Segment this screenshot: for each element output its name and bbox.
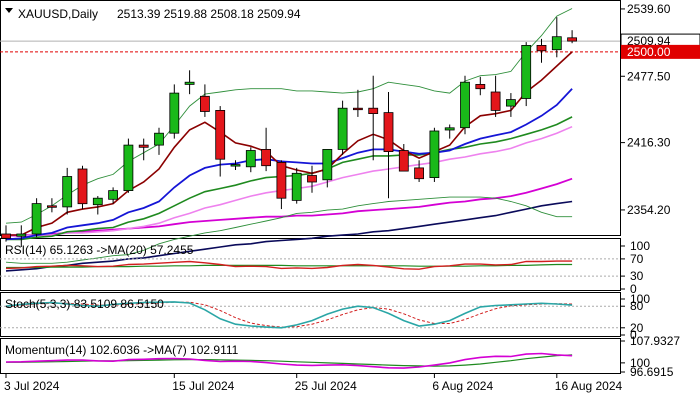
candle-body xyxy=(521,45,532,99)
candle-body xyxy=(62,176,73,208)
price-tick-label: 2539.60 xyxy=(627,2,671,16)
candle-body xyxy=(475,84,486,90)
candle-body xyxy=(536,45,547,52)
candle-body xyxy=(398,150,409,172)
candle-body xyxy=(291,172,302,201)
candle-body xyxy=(276,161,287,199)
candle-body xyxy=(383,112,394,152)
candle-body xyxy=(505,99,516,107)
candle-body xyxy=(108,190,118,200)
light-violet-ma-line xyxy=(6,125,573,237)
price-tick-label: 2477.50 xyxy=(627,69,671,83)
candle-body xyxy=(414,167,425,180)
indicator-tick-label: 30 xyxy=(630,269,644,283)
date-tick-label: 6 Aug 2024 xyxy=(432,379,493,393)
date-tick-label: 3 Jul 2024 xyxy=(4,379,60,393)
indicator-tick-label: 100 xyxy=(630,292,650,306)
candle-body xyxy=(169,92,180,134)
rsi-line xyxy=(5,260,573,270)
candle-body xyxy=(77,168,88,205)
candle-body xyxy=(307,175,317,183)
indicator-tick-label: 107.9327 xyxy=(630,334,680,348)
candle-body xyxy=(92,197,103,206)
level-price-tag xyxy=(621,44,700,59)
candle-body xyxy=(322,148,333,181)
blue-ma-line xyxy=(5,88,573,241)
candle-body xyxy=(261,148,272,167)
collapse-triangle-icon[interactable] xyxy=(5,8,13,13)
candle-body xyxy=(199,95,210,112)
chart-symbol: XAUUSD,Daily xyxy=(18,7,98,21)
green-ma-line xyxy=(6,116,573,241)
candle-body xyxy=(245,150,256,168)
magenta-ma-line xyxy=(6,177,573,237)
indicator-tick-label: 96.6915 xyxy=(630,365,674,379)
momentum-layer xyxy=(5,352,573,369)
price-tick-label: 2416.30 xyxy=(627,136,671,150)
candle-body xyxy=(337,107,348,150)
indicator-tick-label: 80 xyxy=(630,299,644,313)
stoch-label: Stoch(5,3,3) 83.5109 86.5150 xyxy=(5,297,164,311)
rsi-layer xyxy=(0,258,620,277)
axes-layer: 2539.60 2477.50 2416.30 2354.20 2509.942500.… xyxy=(4,2,700,393)
navy-ma-line xyxy=(5,200,573,272)
price-series-layer xyxy=(0,8,620,272)
candle-body xyxy=(460,81,470,129)
dark-red-ma-line xyxy=(6,51,573,236)
candle-body xyxy=(368,107,379,114)
candle-body xyxy=(215,110,226,160)
indicator-tick-label: 100 xyxy=(630,239,650,253)
candle-body xyxy=(444,127,455,131)
momentum-line xyxy=(5,352,573,369)
candle-body xyxy=(138,144,149,148)
date-tick-label: 25 Jul 2024 xyxy=(295,379,357,393)
current-price-tag-label: 2509.94 xyxy=(627,34,671,48)
stoch-panel xyxy=(0,292,621,337)
candle-body xyxy=(490,91,501,111)
indicator-tick-label: 0 xyxy=(630,328,637,342)
candle-body xyxy=(1,233,11,239)
candle-body xyxy=(47,205,57,208)
indicator-tick-label: 0 xyxy=(630,282,637,296)
candle-body xyxy=(123,144,134,192)
date-tick-label: 15 Jul 2024 xyxy=(172,379,234,393)
stoch-layer xyxy=(0,301,620,329)
candle-body xyxy=(230,164,241,167)
level-price-tag-label: 2500.00 xyxy=(627,45,671,59)
candle-body xyxy=(16,233,27,237)
momentum-label: Momentum(14) 102.6036 ->MA(7) 102.9111 xyxy=(5,343,239,357)
indicator-tick-label: 20 xyxy=(630,321,644,335)
bollinger-upper-line xyxy=(5,8,573,224)
candle-body xyxy=(184,81,195,85)
price-panel xyxy=(0,0,621,236)
indicator-tick-label: 70 xyxy=(630,252,644,266)
date-tick-label: 16 Aug 2024 xyxy=(555,379,623,393)
candle-body xyxy=(567,37,577,42)
candle-body xyxy=(352,107,363,111)
price-tick-label: 2354.20 xyxy=(627,203,671,217)
indicator-tick-label: 100 xyxy=(630,356,650,370)
candle-body xyxy=(551,36,562,51)
candle-body xyxy=(429,130,440,178)
candle-body xyxy=(31,203,42,235)
candle-body xyxy=(154,132,164,146)
chart-ohlc: 2513.39 2519.88 2508.18 2509.94 xyxy=(117,7,301,21)
rsi-label: RSI(14) 65.1263 ->MA(20) 57.2455 xyxy=(5,243,194,257)
stoch-k-line xyxy=(5,301,573,329)
rsi-panel xyxy=(0,238,621,291)
bollinger-lower-line xyxy=(5,196,573,264)
